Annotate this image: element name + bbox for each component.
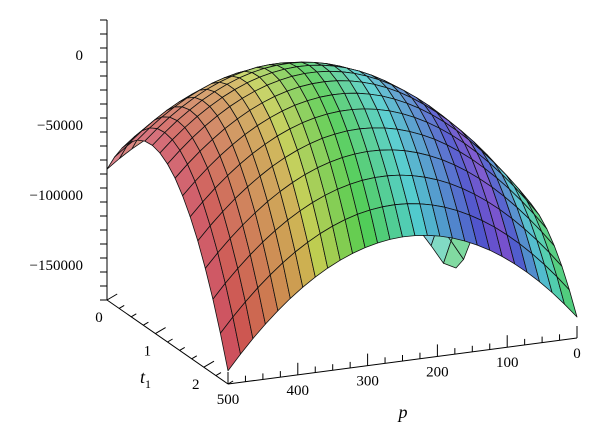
t1-tick-label: 0 <box>95 310 103 326</box>
p-axis-title: p <box>397 402 408 422</box>
t1-tick <box>143 321 149 326</box>
t1-tick-label: 2 <box>192 377 200 393</box>
t1-tick <box>130 313 137 318</box>
z-tick-label: −100000 <box>30 188 83 204</box>
t1-tick <box>179 346 185 351</box>
t1-tick <box>215 372 222 377</box>
t1-tick <box>203 360 215 368</box>
z-tick-label: −150000 <box>30 258 83 274</box>
surface-cell <box>106 145 128 170</box>
p-tick-label: 100 <box>496 355 519 371</box>
surface-mesh <box>106 61 578 372</box>
p-tick-label: 300 <box>356 374 379 390</box>
axes: 0 −50000 −100000 −150000 0 1 2 t1 500 400 300 200 10… <box>30 19 581 422</box>
p-tick-label: 400 <box>287 383 310 399</box>
p-tick-label: 0 <box>573 346 581 362</box>
t1-tick <box>106 293 118 301</box>
t1-tick <box>155 327 166 335</box>
t1-tick <box>167 338 173 343</box>
z-tick-label: 0 <box>76 48 84 64</box>
t1-tick <box>118 304 125 309</box>
t1-axis-title: t1 <box>140 367 151 391</box>
z-tick-label: −50000 <box>37 118 83 134</box>
t1-tick-label: 1 <box>144 344 152 360</box>
t1-tick <box>191 355 198 360</box>
surface-cell <box>556 276 578 318</box>
p-tick-label: 500 <box>217 392 240 408</box>
p-tick-label: 200 <box>426 364 449 380</box>
